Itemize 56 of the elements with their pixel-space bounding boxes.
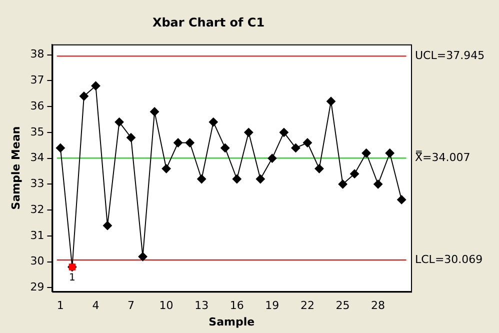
- point: [185, 138, 194, 148]
- point: [302, 138, 312, 148]
- point: [374, 180, 383, 189]
- y-tick-label: 34: [30, 151, 44, 164]
- y-axis-title: Sample Mean: [9, 126, 22, 210]
- y-tick-label: 33: [30, 177, 44, 190]
- point: [314, 164, 324, 174]
- x-tick-label: 7: [128, 299, 135, 312]
- point: [91, 81, 100, 90]
- x-tick-label: 22: [300, 299, 314, 312]
- point: [174, 138, 183, 148]
- y-tick-label: 37: [30, 74, 44, 86]
- x-tick-label: 28: [371, 299, 386, 312]
- x-tick-label: 16: [230, 299, 244, 312]
- x-tick-label: 1: [56, 299, 64, 312]
- point: [79, 92, 88, 101]
- y-tick-label: 38: [30, 48, 44, 61]
- y-tick-label: 29: [30, 280, 44, 294]
- point: [162, 164, 171, 174]
- x-tick-label: 10: [159, 299, 174, 312]
- x-tick-label: 19: [265, 299, 280, 312]
- point: [208, 118, 218, 127]
- x-axis-title: Sample: [208, 315, 255, 328]
- point: [397, 195, 406, 204]
- point: [56, 143, 65, 152]
- ref-line-label: UCL=37.945: [415, 49, 485, 62]
- point: [362, 148, 371, 158]
- point: [232, 174, 242, 184]
- point: [350, 169, 360, 178]
- point: [256, 174, 265, 184]
- y-tick-label: 30: [30, 254, 44, 268]
- y-tick-label: 31: [30, 228, 44, 242]
- point: [220, 143, 230, 152]
- y-tick-label: 32: [30, 202, 44, 216]
- point: [197, 174, 206, 184]
- point: [291, 143, 300, 152]
- point: [138, 252, 148, 262]
- y-tick-label: 35: [30, 125, 44, 138]
- point: [385, 148, 394, 158]
- x-tick-label: 25: [336, 299, 350, 312]
- point: [326, 96, 336, 106]
- point: [150, 107, 160, 116]
- chart-title: Xbar Chart of C1: [152, 15, 265, 30]
- point: [244, 128, 254, 137]
- point: [126, 133, 136, 142]
- x-tick-label: 4: [92, 299, 100, 312]
- point: [102, 221, 112, 230]
- y-tick-label: 36: [30, 99, 44, 112]
- ref-line-label: X̿=34.007: [415, 150, 470, 164]
- x-tick-label: 13: [194, 299, 209, 312]
- ref-line-label: LCL=30.069: [415, 252, 483, 266]
- point: [279, 128, 288, 137]
- point: [114, 118, 124, 127]
- point: [268, 154, 277, 163]
- annotation: 1: [69, 272, 76, 284]
- point: [338, 180, 348, 189]
